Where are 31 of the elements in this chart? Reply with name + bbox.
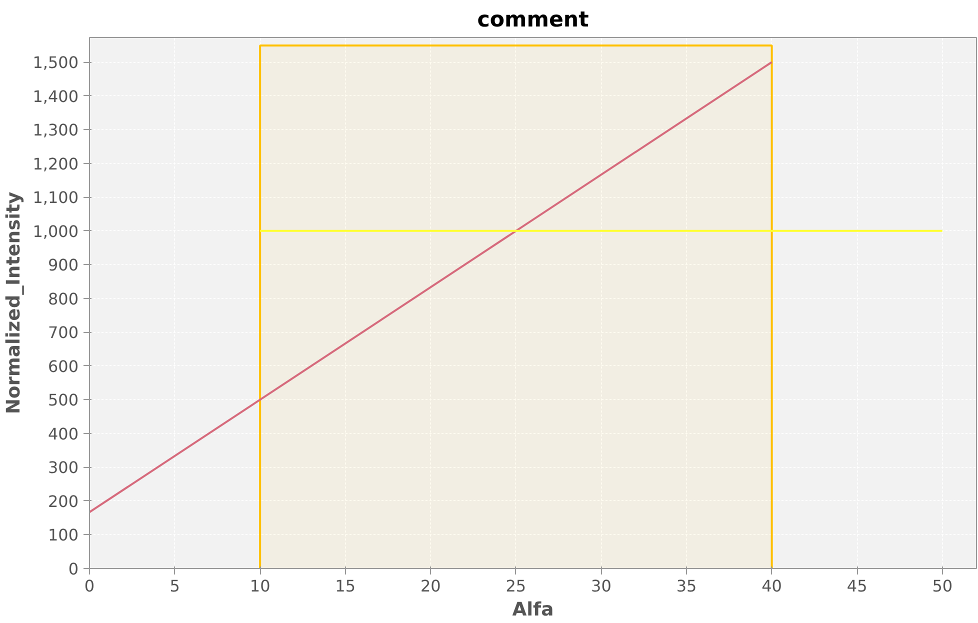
y-tick-label: 1,000 [32,222,79,241]
y-tick-label: 100 [48,526,79,545]
x-tick-label: 30 [591,576,612,596]
y-tick-label: 300 [48,458,79,478]
y-tick-label: 1,500 [32,53,79,72]
x-tick-label: 10 [250,576,270,596]
x-tick-label: 15 [335,576,356,596]
x-axis-title: Alfa [512,600,554,620]
x-tick-label: 25 [506,576,526,596]
y-tick-label: 500 [48,390,79,410]
y-tick-label: 600 [48,356,79,376]
y-tick-label: 1,200 [32,154,79,174]
x-tick-label: 50 [932,576,953,596]
x-tick-label: 45 [846,576,868,596]
y-tick-label: 0 [68,560,79,578]
line-series [90,61,773,514]
y-tick-label: 900 [48,256,79,275]
chart-title: comment [477,8,589,32]
y-tick-label: 200 [48,492,79,511]
y-tick-label: 800 [48,289,79,308]
x-tick-label: 5 [170,576,180,596]
x-tick-label: 0 [84,576,95,596]
y-tick-label: 400 [48,424,79,444]
x-tick-label: 35 [676,576,697,596]
x-tick-label: 20 [420,576,441,596]
y-tick-label: 700 [48,323,79,342]
x-tick-label: 40 [762,576,782,596]
y-axis-title: Normalized_Intensity [4,192,25,414]
y-tick-label: 1,300 [32,120,79,140]
y-tick-label: 1,100 [32,188,79,208]
y-tick-label: 1,400 [32,86,79,106]
